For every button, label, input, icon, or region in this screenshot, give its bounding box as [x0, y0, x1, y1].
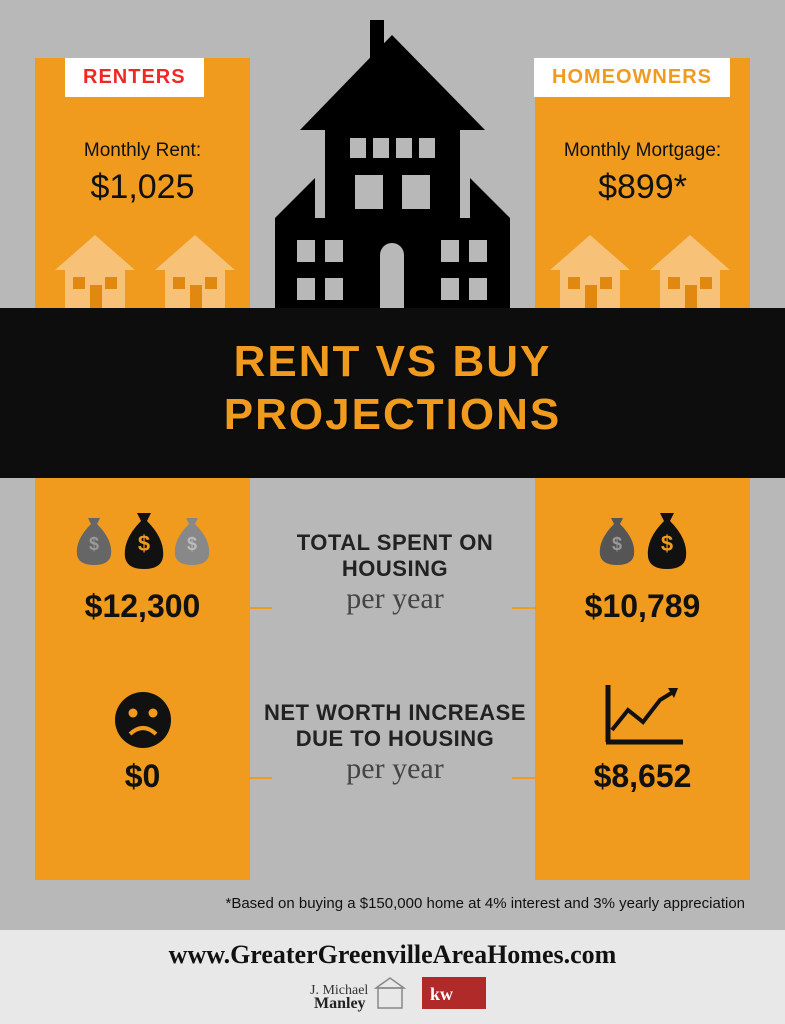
renters-label: RENTERS — [65, 58, 204, 97]
comparison-1-heading: Total Spent on Housing — [250, 530, 540, 582]
renter-total-spent: $12,300 — [35, 588, 250, 625]
owner-net-worth: $8,652 — [535, 758, 750, 795]
footer-url: www.GreaterGreenvilleAreaHomes.com — [0, 940, 785, 970]
monthly-rent-label: Monthly Rent: — [35, 140, 250, 162]
title-bar: RENT VS BUY PROJECTIONS — [0, 308, 785, 478]
money-bags-renter: $ $ $ — [35, 510, 250, 570]
svg-text:$: $ — [137, 531, 149, 556]
renter-net-worth: $0 — [35, 758, 250, 795]
footnote: *Based on buying a $150,000 home at 4% i… — [225, 895, 745, 912]
svg-text:$: $ — [611, 534, 621, 554]
house-icon — [155, 235, 235, 310]
small-houses-right — [550, 235, 730, 310]
growth-chart-icon — [535, 680, 750, 755]
monthly-rent-block: Monthly Rent: $1,025 — [35, 140, 250, 207]
svg-text:kw: kw — [430, 984, 453, 1004]
arrows-row-1 — [222, 598, 562, 618]
monthly-mortgage-value: $899* — [535, 168, 750, 207]
comparison-2-heading: Net Worth Increase Due to Housing — [250, 700, 540, 752]
monthly-mortgage-block: Monthly Mortgage: $899* — [535, 140, 750, 207]
footer: www.GreaterGreenvilleAreaHomes.com J. Mi… — [0, 930, 785, 1024]
title-line2: PROJECTIONS — [0, 389, 785, 442]
small-houses-left — [55, 235, 235, 310]
sad-face-icon — [35, 690, 250, 755]
title-line1: RENT VS BUY — [0, 336, 785, 389]
house-icon — [55, 235, 135, 310]
homeowners-label: HOMEOWNERS — [534, 58, 730, 97]
arrows-row-2 — [222, 768, 562, 788]
svg-text:Manley: Manley — [314, 995, 366, 1012]
money-bags-owner: $ $ — [535, 510, 750, 570]
svg-text:$: $ — [88, 534, 98, 554]
monthly-mortgage-label: Monthly Mortgage: — [535, 140, 750, 162]
logo-row: J. Michael Manley kw — [0, 974, 785, 1012]
svg-text:$: $ — [186, 534, 196, 554]
house-icon — [550, 235, 630, 310]
kw-logo: kw — [422, 977, 486, 1009]
svg-text:$: $ — [660, 531, 672, 556]
monthly-rent-value: $1,025 — [35, 168, 250, 207]
manley-logo: J. Michael Manley — [300, 974, 410, 1012]
big-house-icon — [255, 20, 530, 320]
owner-total-spent: $10,789 — [535, 588, 750, 625]
house-icon — [650, 235, 730, 310]
